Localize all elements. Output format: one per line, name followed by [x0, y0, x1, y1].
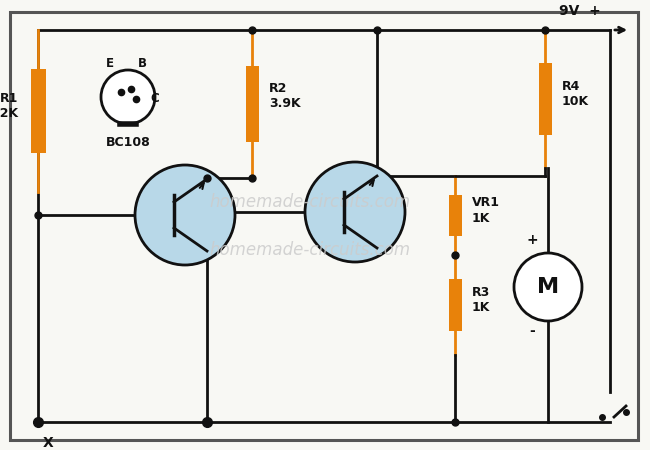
Text: R3
1K: R3 1K — [472, 286, 490, 314]
Text: 9V  +: 9V + — [559, 4, 601, 18]
Text: E: E — [106, 57, 114, 70]
Text: X: X — [43, 436, 54, 450]
Bar — [448, 279, 461, 331]
Text: -: - — [529, 324, 535, 338]
Bar — [31, 69, 46, 153]
Text: homemade-circuits.com: homemade-circuits.com — [209, 193, 411, 211]
Text: B: B — [138, 57, 146, 70]
Circle shape — [101, 70, 155, 124]
Text: VR1
1K: VR1 1K — [472, 197, 500, 225]
Text: R2
3.9K: R2 3.9K — [269, 82, 300, 110]
Circle shape — [514, 253, 582, 321]
Bar — [246, 66, 259, 143]
Text: +: + — [526, 233, 538, 247]
Text: BC108: BC108 — [105, 136, 150, 149]
Text: R1
22K: R1 22K — [0, 92, 18, 120]
Text: R4
10K: R4 10K — [562, 80, 589, 108]
Bar — [538, 63, 551, 135]
Circle shape — [135, 165, 235, 265]
Circle shape — [305, 162, 405, 262]
Text: homemade-circuits.com: homemade-circuits.com — [209, 241, 411, 259]
Bar — [448, 195, 461, 236]
Text: C: C — [150, 92, 159, 105]
Text: M: M — [537, 277, 559, 297]
